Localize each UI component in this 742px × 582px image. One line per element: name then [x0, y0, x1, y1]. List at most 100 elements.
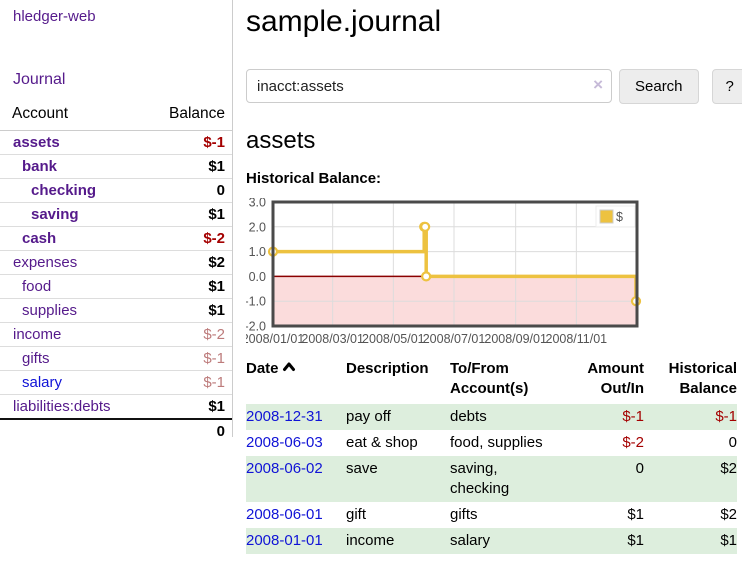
svg-text:2008/11/01: 2008/11/01: [546, 332, 608, 346]
page-title: sample.journal: [246, 5, 442, 38]
register-cell-description: gift: [346, 506, 367, 523]
svg-text:-2.0: -2.0: [246, 320, 266, 334]
account-row: bank $1: [0, 154, 233, 179]
register-row: 2008-01-01 income salary $1 $1: [246, 528, 737, 554]
account-link[interactable]: income: [13, 326, 62, 343]
account-row: supplies $1: [0, 298, 233, 323]
account-row: cash $-2: [0, 226, 233, 251]
chart-title: Historical Balance:: [246, 170, 382, 187]
register-cell-accounts: saving, checking: [450, 456, 556, 502]
sidebar-item-journal[interactable]: Journal: [13, 71, 66, 88]
register-row: 2008-06-01 gift gifts $1 $2: [246, 502, 737, 528]
total-balance: 0: [147, 418, 233, 443]
register-cell-date: 2008-12-31: [246, 404, 346, 430]
account-link[interactable]: food: [22, 278, 52, 295]
register-row: 2008-06-03 eat & shop food, supplies $-2 0: [246, 430, 737, 456]
account-balance: $-2: [147, 226, 233, 251]
svg-text:3.0: 3.0: [249, 198, 266, 210]
register-col-date[interactable]: Date: [246, 357, 346, 404]
svg-text:1.0: 1.0: [249, 245, 266, 259]
account-balance: $1: [147, 154, 233, 179]
search-button[interactable]: Search: [619, 69, 699, 104]
account-link[interactable]: checking: [31, 182, 97, 199]
app-title-link[interactable]: hledger-web: [13, 8, 96, 25]
register-cell-date: 2008-01-01: [246, 528, 346, 554]
account-balance: $2: [147, 250, 233, 275]
register-cell-description: income: [346, 528, 450, 554]
register-col-accounts: To/From Account(s): [450, 360, 529, 397]
transaction-date-link[interactable]: 2008-06-02: [246, 460, 323, 477]
register-cell-balance: $2: [720, 506, 737, 523]
account-row: expenses $2: [0, 250, 233, 275]
sidebar: hledger-web Journal Account Balance asse…: [0, 0, 233, 443]
account-balance: 0: [147, 178, 233, 203]
transaction-date-link[interactable]: 2008-01-01: [246, 532, 323, 549]
sidebar-divider: [232, 0, 233, 437]
account-link[interactable]: assets: [13, 134, 60, 151]
search-form: × Search ?: [246, 69, 742, 104]
account-link[interactable]: cash: [22, 230, 57, 247]
account-row: food $1: [0, 274, 233, 299]
accounts-table: Account Balance assets $-1 bank $1 checking 0…: [0, 102, 233, 443]
register-col-amount: Amount Out/In: [587, 360, 644, 397]
historical-balance-chart[interactable]: 3.0 2.0 1.0 0.0 -1.0 -2.02008/01/012008/03/01…: [246, 198, 726, 350]
account-balance: $-2: [147, 322, 233, 347]
register-cell-balance: $2: [644, 456, 737, 502]
transaction-date-link[interactable]: 2008-06-01: [246, 506, 323, 523]
account-link[interactable]: expenses: [13, 254, 78, 271]
account-row: liabilities:debts $1: [0, 394, 233, 419]
sort-ascending-icon: [282, 362, 295, 371]
svg-text:0.0: 0.0: [249, 270, 266, 284]
register-table: Date Description To/From Account(s) Amou…: [246, 357, 737, 554]
register-row: 2008-12-31 pay off debts $-1 $-1: [246, 404, 737, 430]
account-row: assets $-1: [0, 131, 233, 155]
register-cell-date: 2008-06-03: [246, 430, 346, 456]
svg-text:2008/09/01: 2008/09/01: [484, 332, 547, 346]
register-cell-accounts: food, supplies: [450, 434, 543, 451]
account-balance: $-1: [147, 370, 233, 395]
svg-text:2008/05/01: 2008/05/01: [362, 332, 425, 346]
svg-text:2008/03/01: 2008/03/01: [301, 332, 364, 346]
total-row: 0: [0, 418, 233, 443]
account-link[interactable]: bank: [22, 158, 58, 175]
register-cell-accounts: debts: [450, 404, 556, 430]
register-cell-amount: $1: [556, 528, 644, 554]
register-cell-description: eat & shop: [346, 434, 418, 451]
account-link[interactable]: liabilities:debts: [13, 398, 111, 415]
account-balance: $1: [147, 394, 233, 419]
account-row: checking 0: [0, 178, 233, 203]
search-input[interactable]: [246, 69, 612, 103]
register-cell-amount: 0: [556, 456, 644, 502]
register-cell-amount: $-1: [556, 404, 644, 430]
main-content: sample.journal × Search ? assets Histori…: [246, 0, 742, 554]
clear-search-icon[interactable]: ×: [593, 75, 603, 94]
register-cell-balance: $-1: [644, 404, 737, 430]
account-balance: $1: [147, 274, 233, 299]
register-cell-description: save: [346, 456, 450, 502]
register-col-description: Description: [346, 360, 429, 377]
account-link[interactable]: salary: [22, 374, 63, 391]
account-table-body: assets $-1 bank $1 checking 0 saving $1 cash $-2 e…: [0, 131, 233, 419]
register-cell-accounts: gifts: [450, 506, 478, 523]
register-cell-balance: $1: [644, 528, 737, 554]
account-heading: assets: [246, 127, 316, 154]
register-cell-date: 2008-06-01: [246, 502, 346, 528]
account-link[interactable]: supplies: [22, 302, 78, 319]
account-link[interactable]: saving: [31, 206, 79, 223]
help-button[interactable]: ?: [711, 69, 742, 104]
account-link[interactable]: gifts: [22, 350, 50, 367]
account-balance: $1: [147, 298, 233, 323]
register-cell-amount: $1: [627, 506, 644, 523]
account-row: salary $-1: [0, 370, 233, 395]
register-row: 2008-06-02 save saving, checking 0 $2: [246, 456, 737, 502]
account-row: income $-2: [0, 322, 233, 347]
date-column-label: Date: [246, 360, 279, 377]
register-cell-balance: 0: [728, 434, 737, 451]
account-balance: $-1: [147, 346, 233, 371]
transaction-date-link[interactable]: 2008-12-31: [246, 408, 323, 425]
account-row: gifts $-1: [0, 346, 233, 371]
transaction-date-link[interactable]: 2008-06-03: [246, 434, 323, 451]
account-row: saving $1: [0, 202, 233, 227]
account-balance: $-1: [203, 134, 225, 151]
register-table-body: 2008-12-31 pay off debts $-1 $-1 2008-06-03 ea…: [246, 404, 737, 554]
